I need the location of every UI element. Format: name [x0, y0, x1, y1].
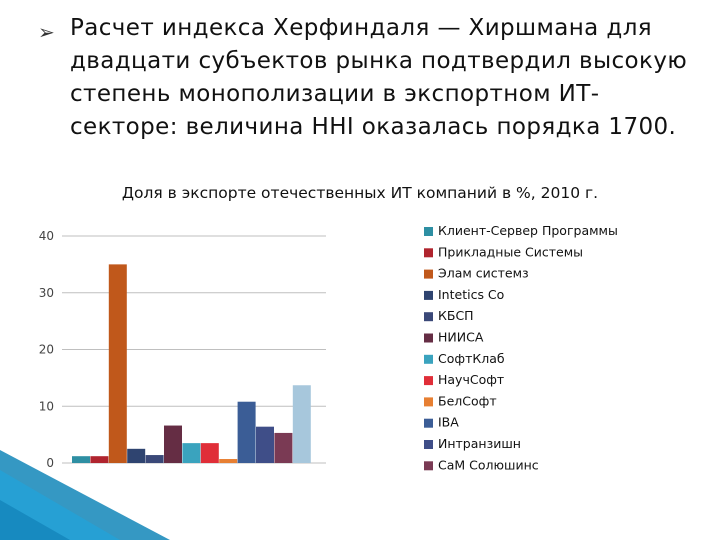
legend-label: Элам системз — [438, 266, 529, 281]
legend-swatch — [424, 376, 433, 386]
bullet-marker-icon: ➢ — [38, 20, 55, 44]
bar — [145, 455, 164, 463]
bar — [108, 264, 127, 463]
legend-swatch — [424, 440, 433, 449]
legend-swatch — [424, 354, 433, 364]
bar — [182, 443, 201, 463]
legend-swatch — [424, 290, 433, 300]
bar — [237, 401, 256, 463]
legend-label: Клиент-Сервер Программы — [438, 223, 618, 238]
legend-swatch — [424, 461, 433, 471]
legend-swatch — [424, 333, 433, 343]
bar — [256, 426, 274, 463]
legend-swatch — [424, 397, 433, 407]
y-tick-label: 0 — [46, 456, 54, 470]
y-tick-label: 40 — [39, 229, 54, 243]
bullet-text: Расчет индекса Херфиндаля — Хиршмана для… — [70, 15, 688, 140]
bar — [292, 385, 311, 463]
y-tick-label: 30 — [39, 286, 54, 300]
legend-swatch — [424, 227, 433, 236]
legend-label: IBA — [438, 415, 459, 430]
legend-label: Intetics Co — [438, 287, 504, 302]
legend-swatch — [424, 269, 433, 279]
legend-label: СофтКлаб — [438, 351, 505, 366]
legend-swatch — [424, 418, 433, 428]
bar — [90, 456, 109, 463]
bar — [127, 448, 146, 463]
y-tick-label: 20 — [39, 343, 54, 357]
y-tick-label: 10 — [39, 399, 54, 413]
bar — [72, 456, 90, 463]
legend-label: НаучСофт — [438, 372, 504, 387]
bar — [219, 459, 238, 463]
legend-label: СаМ Солюшинс — [438, 457, 539, 472]
bar — [200, 443, 219, 463]
legend-label: КБСП — [438, 308, 474, 323]
legend-label: НИИСА — [438, 330, 484, 345]
legend-label: Интранзишн — [438, 436, 521, 451]
chart-title: Доля в экспорте отечественных ИТ компани… — [121, 184, 599, 202]
bar — [164, 425, 182, 463]
legend-label: Прикладные Системы — [438, 244, 583, 259]
legend-label: БелСофт — [438, 393, 497, 408]
legend-swatch — [424, 312, 433, 322]
bar — [274, 432, 293, 463]
legend-swatch — [424, 248, 433, 258]
